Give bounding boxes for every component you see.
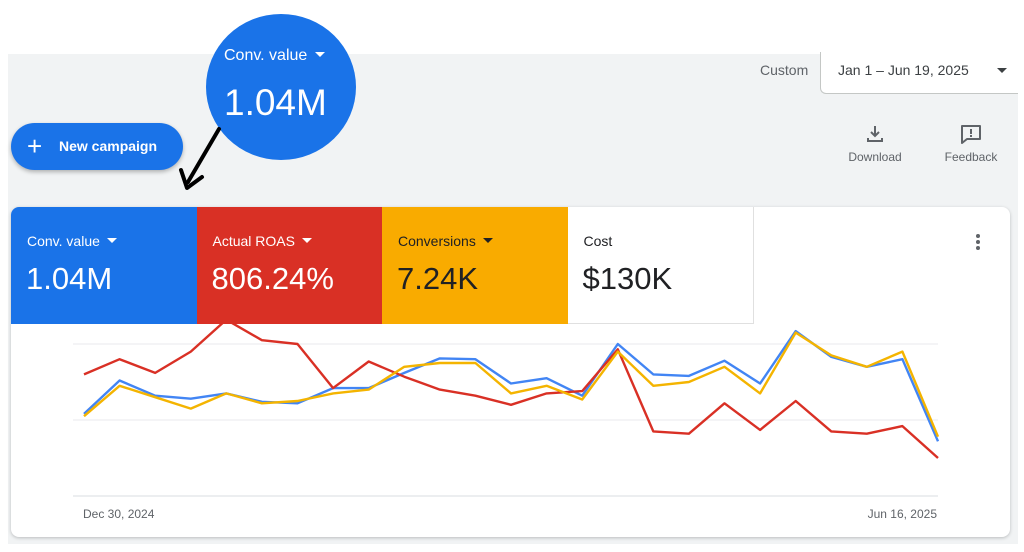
caret-down-icon <box>482 238 493 243</box>
download-label: Download <box>848 150 902 164</box>
caret-down-icon <box>315 52 326 57</box>
metric-tile-cost[interactable]: Cost $130K <box>567 207 754 324</box>
caret-down-icon <box>106 238 117 243</box>
more-vert-icon[interactable] <box>968 232 988 256</box>
metric-label: Cost <box>583 233 613 249</box>
chart-series <box>83 324 940 459</box>
feedback-icon <box>961 125 981 144</box>
caret-down-icon <box>997 68 1007 73</box>
metric-tile-conv-value[interactable]: Conv. value 1.04M <box>11 207 197 324</box>
caret-down-icon <box>301 238 312 243</box>
metric-tile-actual-roas[interactable]: Actual ROAS 806.24% <box>196 207 383 324</box>
series-line-2 <box>83 324 939 459</box>
feedback-button[interactable]: Feedback <box>931 124 1011 164</box>
new-campaign-button[interactable]: + New campaign <box>11 123 183 170</box>
metric-label: Conv. value <box>27 233 117 249</box>
date-range-dropdown[interactable]: Jan 1 – Jun 19, 2025 <box>820 52 1018 94</box>
metric-tile-conversions[interactable]: Conversions 7.24K <box>382 207 568 324</box>
download-icon <box>867 126 883 142</box>
new-campaign-label: New campaign <box>59 138 158 154</box>
date-range-value: Jan 1 – Jun 19, 2025 <box>838 62 969 78</box>
series-line-1 <box>83 329 940 442</box>
date-range-label: Custom <box>760 62 809 78</box>
x-tick-end: Jun 16, 2025 <box>868 507 938 521</box>
callout-value: 1.04M <box>224 82 327 123</box>
performance-card: Conv. value 1.04M Actual ROAS 806.24% Conver… <box>11 207 1010 537</box>
feedback-label: Feedback <box>944 150 998 164</box>
download-button[interactable]: Download <box>835 124 915 164</box>
metric-value: 806.24% <box>211 261 334 296</box>
metric-value: 7.24K <box>397 261 479 296</box>
callout-label: Conv. value <box>224 47 326 65</box>
plus-icon: + <box>27 131 43 161</box>
metric-label: Conversions <box>398 233 493 249</box>
metric-value: 1.04M <box>26 261 113 296</box>
x-tick-start: Dec 30, 2024 <box>83 507 155 521</box>
performance-line-chart: Dec 30, 2024 Jun 16, 2025 <box>73 324 940 521</box>
series-line-3 <box>83 331 940 438</box>
metric-value: $130K <box>582 261 673 296</box>
conv-value-callout: Conv. value 1.04M <box>206 14 356 160</box>
metric-label: Actual ROAS <box>213 233 312 249</box>
